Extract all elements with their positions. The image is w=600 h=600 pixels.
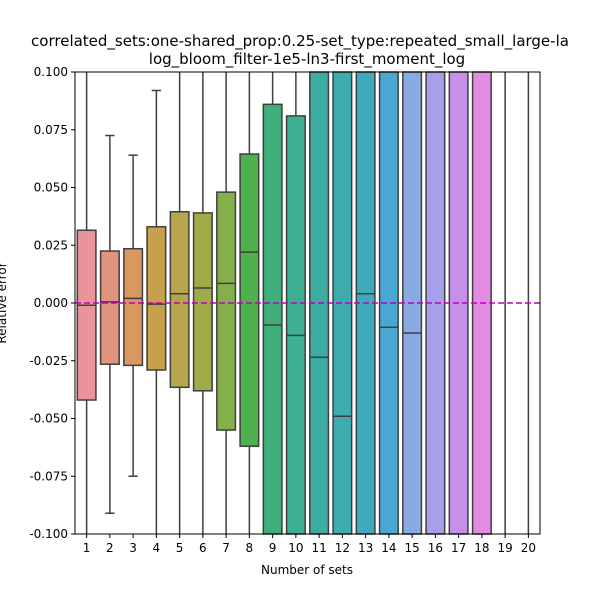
y-tick-label: 0.050 — [34, 181, 68, 195]
x-tick-label: 4 — [153, 541, 161, 555]
box-8 — [239, 153, 260, 447]
box-2 — [99, 250, 120, 365]
x-tick-label: 15 — [404, 541, 419, 555]
y-tick-label: 0.025 — [34, 238, 68, 252]
x-axis-label: Number of sets — [261, 563, 353, 577]
box-3 — [123, 247, 144, 367]
y-tick-label: -0.050 — [29, 412, 68, 426]
y-tick-label: -0.100 — [29, 527, 68, 541]
x-tick-label: 13 — [358, 541, 373, 555]
x-tick-label: 2 — [106, 541, 114, 555]
x-tick-label: 18 — [474, 541, 489, 555]
x-tick-label: 17 — [451, 541, 466, 555]
y-axis-ticks: -0.100 -0.075 -0.050 -0.025 0.000 0.025 0.050 0… — [29, 65, 75, 541]
box-1 — [76, 229, 97, 401]
x-tick-label: 10 — [288, 541, 303, 555]
x-tick-label: 14 — [381, 541, 396, 555]
x-tick-label: 6 — [199, 541, 207, 555]
y-axis-label: Relative error — [0, 262, 9, 343]
y-tick-label: 0.100 — [34, 65, 68, 79]
chart-title-line-2: log_bloom_filter-1e5-ln3-first_moment_lo… — [149, 50, 465, 69]
plot-area — [75, 71, 540, 535]
x-tick-label: 19 — [497, 541, 512, 555]
x-tick-label: 16 — [428, 541, 443, 555]
x-tick-label: 12 — [335, 541, 350, 555]
x-tick-label: 11 — [311, 541, 326, 555]
x-tick-label: 7 — [222, 541, 230, 555]
y-tick-label: -0.075 — [29, 469, 68, 483]
x-tick-label: 3 — [129, 541, 137, 555]
x-tick-label: 9 — [269, 541, 277, 555]
box-7 — [216, 191, 237, 431]
x-tick-label: 1 — [83, 541, 91, 555]
y-tick-label: 0.000 — [34, 296, 68, 310]
x-tick-label: 20 — [521, 541, 536, 555]
x-axis-ticks: 1 2 3 4 5 6 7 8 9 10 11 12 13 14 15 16 17 18 19 20 — [83, 534, 536, 555]
x-tick-label: 8 — [246, 541, 254, 555]
plot-frame — [74, 71, 541, 535]
box-9 — [262, 103, 283, 535]
chart-title-line-1: correlated_sets:one-shared_prop:0.25-set… — [31, 32, 569, 51]
box-5 — [169, 211, 190, 389]
box-6 — [192, 212, 213, 392]
y-tick-label: -0.025 — [29, 354, 68, 368]
box-10 — [285, 115, 306, 535]
box-4 — [146, 226, 167, 371]
x-tick-label: 5 — [176, 541, 184, 555]
y-tick-label: 0.075 — [34, 123, 68, 137]
